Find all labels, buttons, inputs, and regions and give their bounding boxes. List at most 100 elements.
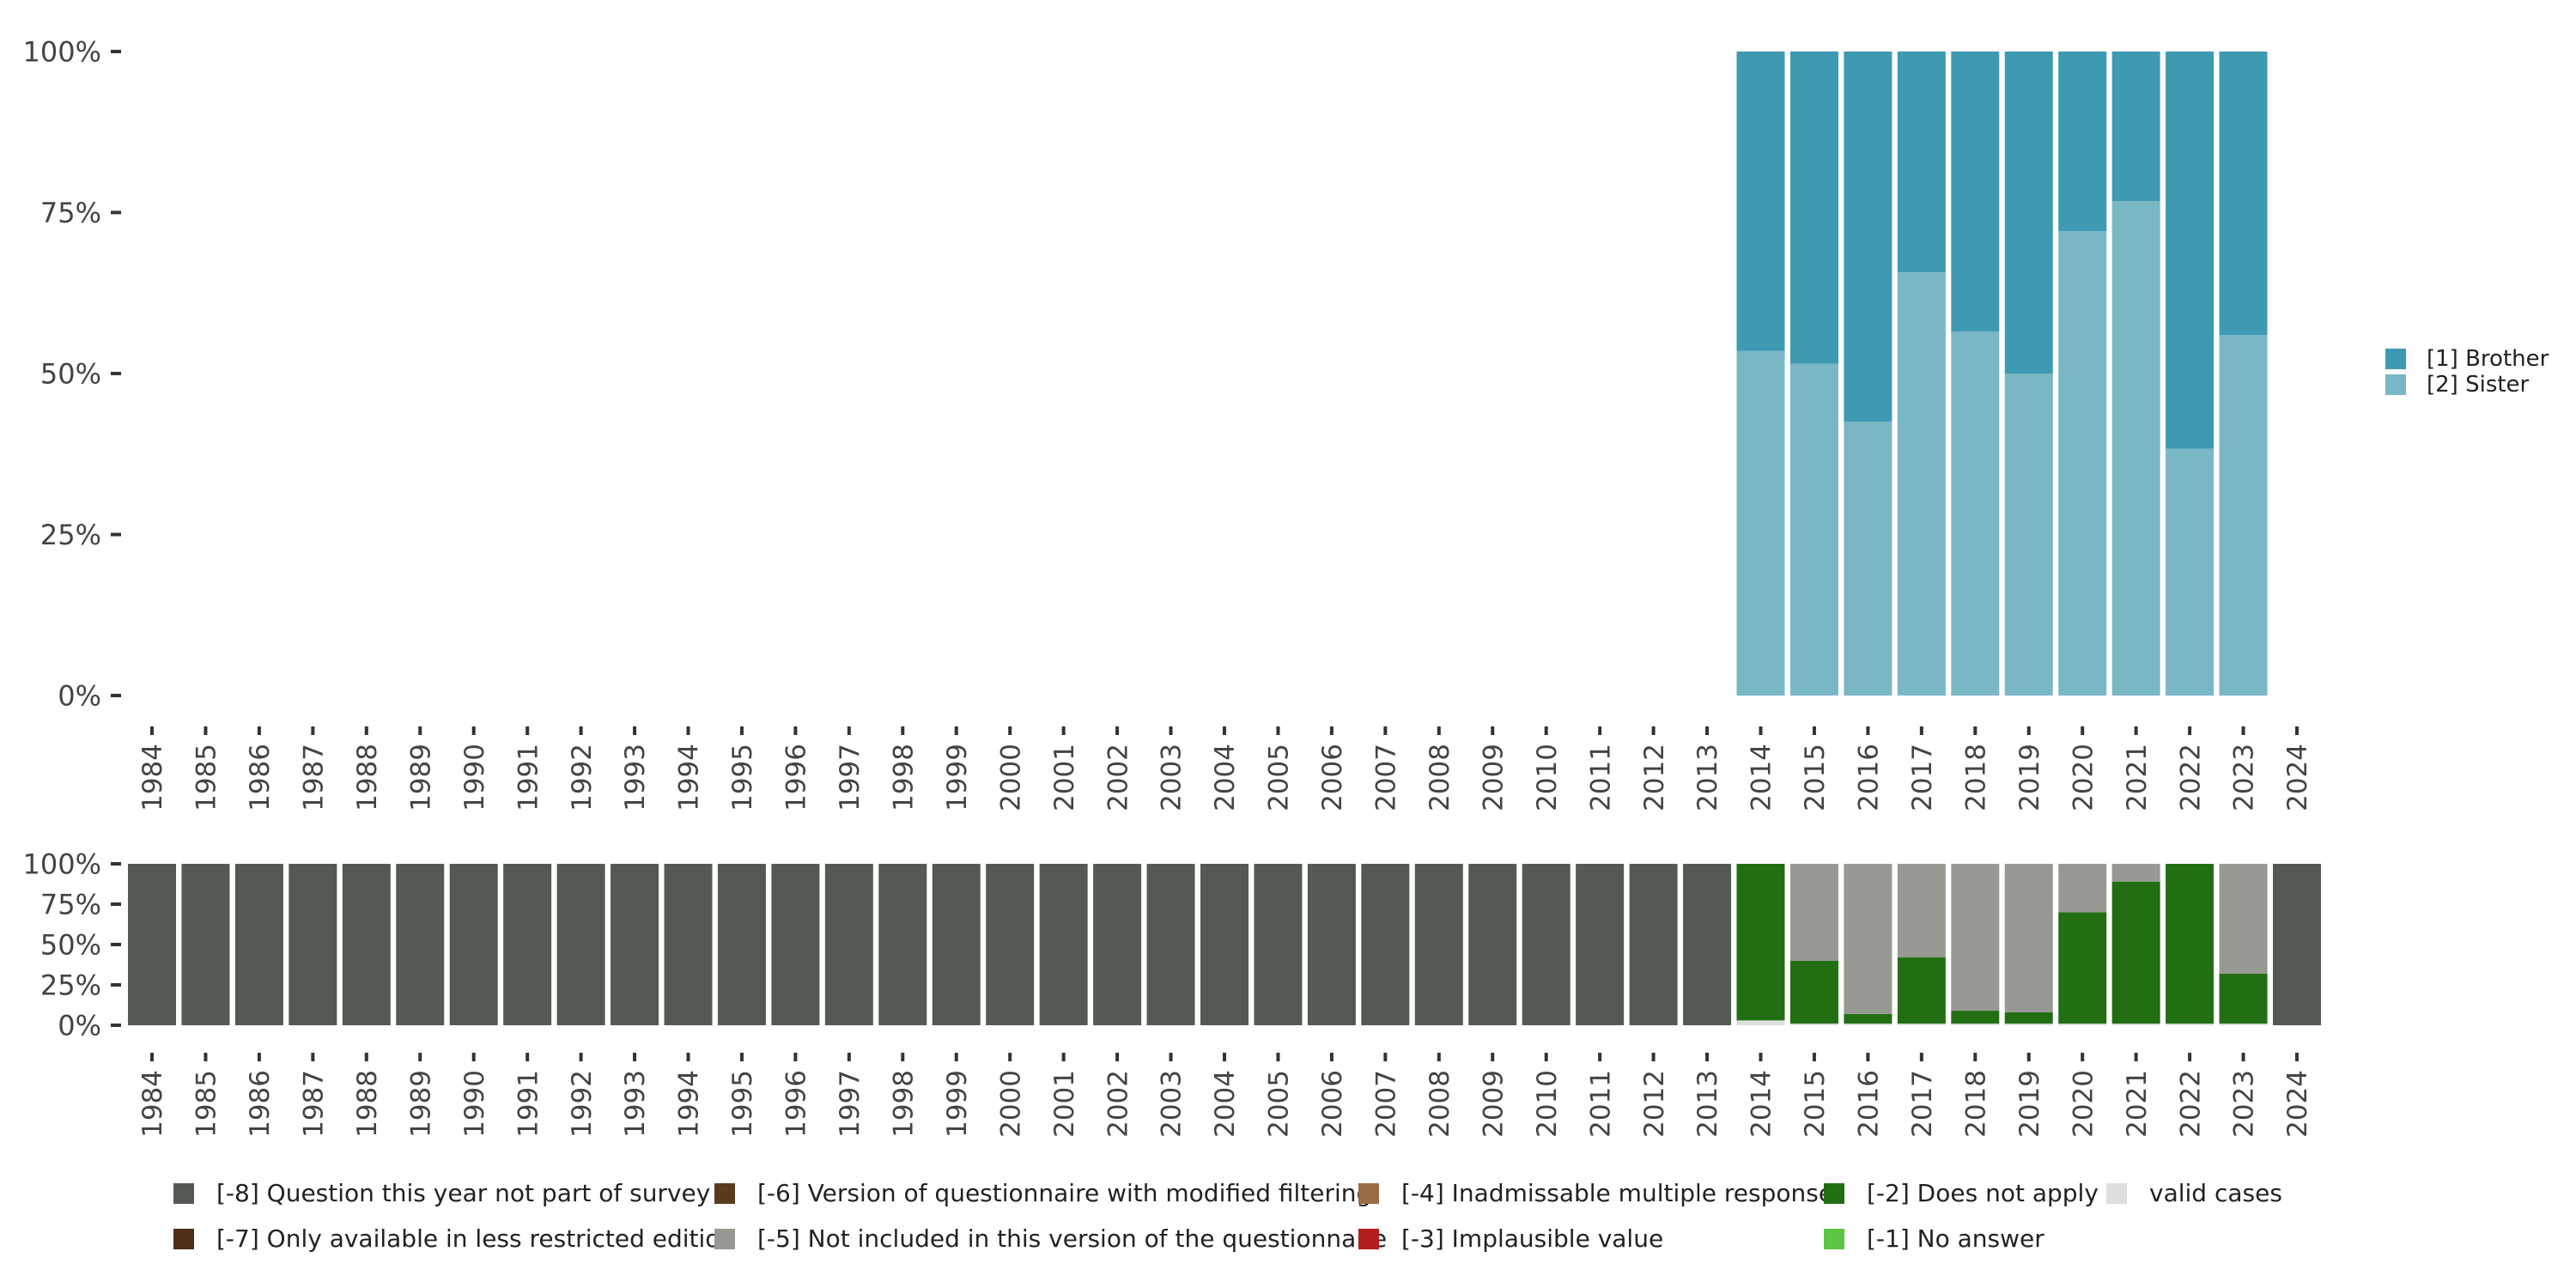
legend-swatch bbox=[2385, 374, 2406, 395]
x-tick-label: 2024 bbox=[2282, 1070, 2313, 1138]
x-tick-label: 2019 bbox=[2014, 1070, 2045, 1138]
bar-segment bbox=[2273, 864, 2321, 1025]
bar-segment bbox=[1897, 52, 1946, 273]
bar-segment bbox=[2111, 1024, 2160, 1025]
bar-segment bbox=[611, 864, 659, 1025]
bar-segment bbox=[1789, 52, 1838, 364]
bar-segment bbox=[771, 864, 820, 1025]
x-tick-label: 2014 bbox=[1747, 1070, 1777, 1138]
x-tick-label: 2012 bbox=[1639, 744, 1670, 811]
x-tick-label: 2008 bbox=[1425, 744, 1455, 811]
legend-swatch bbox=[173, 1229, 194, 1249]
x-tick-label: 1996 bbox=[781, 744, 812, 811]
x-tick-label: 2022 bbox=[2175, 744, 2206, 811]
x-tick-label: 2023 bbox=[2229, 1070, 2260, 1138]
x-tick-label: 1998 bbox=[888, 744, 919, 811]
x-tick-label: 2016 bbox=[1854, 744, 1885, 811]
x-tick-label: 2015 bbox=[1800, 1070, 1831, 1138]
legend-label: [-2] Does not apply bbox=[1867, 1179, 2099, 1207]
x-tick-label: 2007 bbox=[1371, 744, 1402, 811]
x-tick-label: 1991 bbox=[513, 744, 544, 811]
x-tick-label: 2013 bbox=[1692, 744, 1723, 811]
bar-segment bbox=[1951, 1011, 2000, 1024]
bar-segment bbox=[664, 864, 713, 1025]
x-tick-label: 2001 bbox=[1049, 1070, 1080, 1138]
x-tick-label: 2004 bbox=[1210, 1070, 1241, 1138]
bar-segment bbox=[1844, 422, 1893, 696]
bar-segment bbox=[556, 864, 605, 1025]
y-tick-label: 50% bbox=[40, 929, 101, 962]
x-tick-label: 1995 bbox=[727, 1070, 758, 1138]
bar-segment bbox=[2004, 864, 2053, 1012]
y-tick-label: 100% bbox=[23, 36, 101, 69]
bar-segment bbox=[1897, 957, 1946, 1024]
x-tick-label: 2018 bbox=[1960, 1070, 1991, 1138]
top-legend: [1] Brother[2] Sister bbox=[2385, 346, 2549, 398]
bar-segment bbox=[1844, 52, 1893, 422]
bottom-panel: 0% 25% 50% 75% 100% 1984 1985 1986 1987 1988 1989 1… bbox=[23, 848, 2321, 1138]
bar-segment bbox=[2166, 864, 2215, 1024]
x-tick-label: 2010 bbox=[1532, 744, 1563, 811]
x-tick-label: 2003 bbox=[1157, 744, 1188, 811]
bar-segment bbox=[2058, 864, 2107, 913]
y-tick-label: 25% bbox=[40, 969, 101, 1002]
x-tick-label: 1984 bbox=[137, 744, 168, 811]
x-tick-label: 2022 bbox=[2175, 1070, 2206, 1138]
x-tick-label: 2002 bbox=[1103, 744, 1133, 811]
x-tick-label: 1999 bbox=[942, 744, 973, 811]
bar-segment bbox=[1736, 350, 1785, 696]
bar-segment bbox=[1361, 864, 1410, 1025]
x-tick-label: 2000 bbox=[995, 1070, 1026, 1138]
x-tick-label: 2016 bbox=[1854, 1070, 1885, 1138]
bar-segment bbox=[1683, 864, 1732, 1025]
x-tick-label: 2020 bbox=[2068, 744, 2099, 811]
bar-segment bbox=[449, 864, 498, 1025]
bar-segment bbox=[1789, 864, 1838, 961]
bar-segment bbox=[342, 864, 391, 1025]
bar-segment bbox=[1897, 864, 1946, 958]
bar-segment bbox=[128, 864, 176, 1025]
x-tick-label: 1996 bbox=[781, 1070, 812, 1138]
x-tick-label: 2001 bbox=[1049, 744, 1080, 811]
x-tick-label: 2006 bbox=[1317, 744, 1348, 811]
x-tick-label: 1988 bbox=[352, 744, 383, 811]
bar-segment bbox=[1897, 1024, 1946, 1025]
bar-segment bbox=[824, 864, 873, 1025]
bar-segment bbox=[1200, 864, 1249, 1025]
bar-segment bbox=[1307, 864, 1356, 1025]
legend-label: [2] Sister bbox=[2427, 372, 2530, 398]
bar-segment bbox=[1629, 864, 1678, 1025]
x-tick-label: 1988 bbox=[352, 1070, 383, 1138]
bar-segment bbox=[1951, 864, 2000, 1012]
x-tick-label: 1999 bbox=[942, 1070, 973, 1138]
bar-segment bbox=[396, 864, 445, 1025]
bar-segment bbox=[1093, 864, 1142, 1025]
bar-segment bbox=[1736, 1020, 1785, 1025]
legend-label: [-6] Version of questionnaire with modif… bbox=[757, 1179, 1371, 1207]
x-tick-label: 1992 bbox=[567, 1070, 598, 1138]
legend-swatch bbox=[2106, 1183, 2127, 1204]
bar-segment bbox=[1789, 1024, 1838, 1025]
x-tick-label: 2015 bbox=[1800, 744, 1831, 811]
legend-label: [-5] Not included in this version of the… bbox=[757, 1224, 1387, 1253]
legend-label: [-1] No answer bbox=[1867, 1224, 2044, 1253]
y-tick-label: 0% bbox=[58, 680, 101, 713]
x-tick-label: 2023 bbox=[2229, 744, 2260, 811]
x-tick-label: 1986 bbox=[245, 744, 276, 811]
x-tick-label: 2017 bbox=[1907, 744, 1938, 811]
x-tick-label: 1995 bbox=[727, 744, 758, 811]
x-tick-label: 1991 bbox=[513, 1070, 544, 1138]
bar-segment bbox=[2111, 881, 2160, 1024]
bar-segment bbox=[2219, 335, 2268, 696]
bar-segment bbox=[1736, 52, 1785, 351]
legend-label: [-3] Implausible value bbox=[1401, 1224, 1663, 1253]
bar-segment bbox=[2219, 973, 2268, 1024]
x-tick-label: 2013 bbox=[1692, 1070, 1723, 1138]
x-tick-label: 1998 bbox=[888, 1070, 919, 1138]
legend-label: [-4] Inadmissable multiple response bbox=[1401, 1179, 1833, 1207]
bar-segment bbox=[2166, 1024, 2215, 1025]
x-tick-label: 2014 bbox=[1747, 744, 1777, 811]
legend-label: [1] Brother bbox=[2427, 346, 2549, 372]
x-tick-label: 2018 bbox=[1960, 744, 1991, 811]
x-tick-label: 1993 bbox=[620, 1070, 651, 1138]
